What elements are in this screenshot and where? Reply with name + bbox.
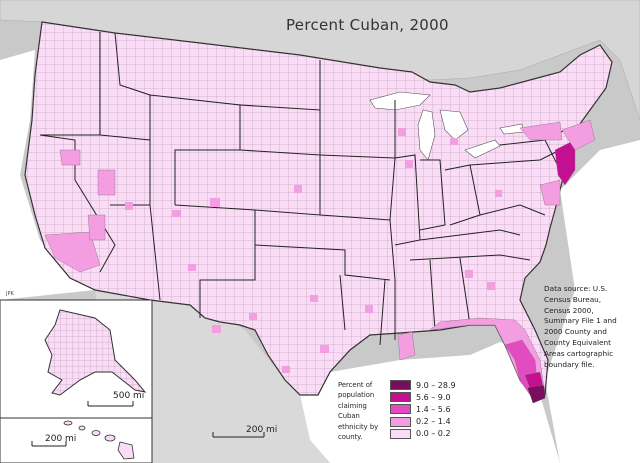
legend-row: 0.2 – 1.4	[390, 416, 456, 428]
legend-swatch	[390, 380, 411, 391]
source-line: Census Bureau,	[544, 294, 602, 304]
legend-swatch	[390, 416, 411, 427]
alaska-scale-label: 500 mi	[113, 391, 145, 401]
gulf-of-mexico	[300, 342, 560, 463]
legend-caption-line: Percent of	[338, 381, 373, 389]
legend-caption-line: county.	[338, 433, 363, 442]
legend-caption: Percent of population claiming Cuban eth…	[338, 380, 394, 442]
source-line: Summary File 1 and	[544, 316, 617, 326]
hawaii-inset	[0, 417, 153, 463]
legend-class-label: 9.0 – 28.9	[416, 380, 456, 390]
legend-class-label: 1.4 – 5.6	[416, 404, 451, 414]
lake-superior	[369, 91, 431, 111]
main-scale-bar	[212, 432, 265, 438]
legend-swatch	[390, 392, 411, 403]
legend-caption-line: Cuban	[338, 412, 360, 421]
main-scale-label: 200 mi	[246, 425, 278, 435]
continental-us	[24, 21, 613, 401]
source-line: 2000 County and	[544, 327, 607, 337]
credit-text: JPK	[6, 291, 14, 297]
legend: 9.0 – 28.9 5.6 – 9.0 1.4 – 5.6 0.2 – 1.4…	[390, 379, 456, 440]
legend-class-label: 0.2 – 1.4	[416, 417, 451, 427]
source-line: Data source: U.S.	[544, 284, 608, 293]
county-highlights	[44, 119, 596, 404]
map-title: Percent Cuban, 2000	[286, 16, 449, 34]
legend-row: 1.4 – 5.6	[390, 403, 456, 415]
legend-class-label: 5.6 – 9.0	[416, 392, 451, 402]
source-line: Areas cartographic	[544, 348, 614, 358]
legend-row: 0.0 – 0.2	[390, 428, 456, 440]
atlantic-ocean	[545, 140, 640, 463]
source-line: Census 2000,	[544, 305, 594, 315]
legend-caption-line: claiming	[338, 401, 367, 410]
legend-caption-line: population	[338, 391, 375, 400]
hawaii-scale-label: 200 mi	[45, 434, 77, 444]
legend-row: 9.0 – 28.9	[390, 379, 456, 391]
lake-huron	[439, 109, 469, 141]
legend-swatch	[390, 404, 411, 415]
alaska-inset	[0, 299, 153, 419]
data-source-note: Data source: U.S. Census Bureau, Census …	[544, 284, 638, 370]
source-line: County Equivalent	[544, 337, 611, 347]
pacific-ocean	[0, 50, 95, 300]
lake-erie	[464, 139, 501, 159]
legend-class-label: 0.0 – 0.2	[416, 429, 451, 439]
legend-row: 5.6 – 9.0	[390, 391, 456, 403]
legend-swatch	[390, 428, 411, 439]
source-line: boundary file.	[544, 359, 595, 369]
legend-caption-line: ethnicity by	[338, 422, 379, 431]
